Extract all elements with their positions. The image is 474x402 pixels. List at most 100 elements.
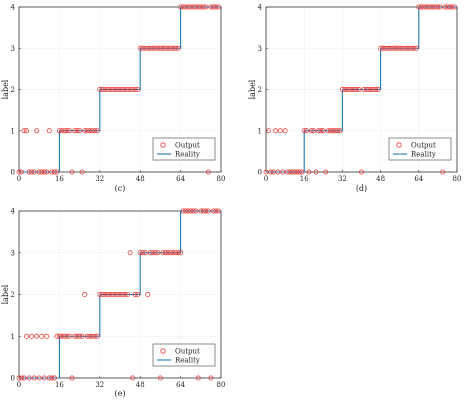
data-point-output bbox=[335, 128, 341, 134]
data-point-output bbox=[273, 128, 278, 134]
data-point-output bbox=[428, 4, 434, 10]
data-point-output bbox=[87, 333, 93, 339]
data-point-output bbox=[208, 4, 214, 10]
y-axis-label: label bbox=[1, 284, 10, 304]
data-point-output bbox=[59, 128, 65, 134]
data-point-output bbox=[354, 87, 360, 92]
data-point-output bbox=[145, 45, 151, 51]
data-point-output bbox=[349, 87, 355, 92]
data-point-output bbox=[323, 169, 329, 175]
data-point-output bbox=[380, 45, 386, 51]
data-point-output bbox=[183, 208, 189, 214]
data-point-output bbox=[74, 333, 80, 339]
data-point-output bbox=[26, 169, 32, 175]
data-point-output bbox=[145, 292, 151, 297]
data-point-output bbox=[411, 45, 417, 51]
data-point-output bbox=[130, 375, 136, 381]
legend-label-reality: Reality bbox=[175, 357, 200, 365]
data-point-output bbox=[188, 208, 194, 214]
data-point-output bbox=[185, 4, 191, 10]
data-point-output bbox=[265, 128, 271, 134]
data-point-output bbox=[440, 169, 446, 175]
legend-label-output: Output bbox=[411, 142, 436, 150]
y-tick-label: 1 bbox=[258, 127, 262, 135]
data-point-output bbox=[107, 292, 113, 297]
data-point-output bbox=[165, 250, 171, 256]
data-point-output bbox=[433, 4, 438, 10]
y-tick-label: 0 bbox=[258, 169, 262, 177]
data-point-output bbox=[280, 169, 286, 175]
data-point-output bbox=[49, 375, 55, 381]
data-point-output bbox=[61, 128, 67, 134]
data-point-output bbox=[127, 250, 133, 256]
data-point-output bbox=[51, 375, 57, 381]
x-tick-label: 16 bbox=[55, 381, 64, 389]
data-point-output bbox=[142, 250, 148, 256]
y-tick-label: 3 bbox=[11, 249, 15, 257]
data-point-output bbox=[416, 4, 422, 10]
data-point-output bbox=[130, 87, 136, 92]
chart-caption: (d) bbox=[356, 184, 367, 193]
data-point-output bbox=[180, 4, 186, 10]
data-point-output bbox=[29, 169, 35, 175]
data-point-output bbox=[67, 333, 72, 339]
data-point-output bbox=[46, 375, 52, 381]
data-point-output bbox=[125, 87, 131, 92]
data-point-output bbox=[94, 333, 100, 339]
data-point-output bbox=[397, 45, 403, 51]
legend-marker-output bbox=[396, 142, 402, 148]
x-tick-label: 0 bbox=[264, 175, 268, 183]
chart-caption: (e) bbox=[115, 389, 126, 398]
data-point-output bbox=[437, 4, 443, 10]
data-point-output bbox=[31, 375, 37, 381]
data-point-output bbox=[137, 250, 143, 256]
data-point-output bbox=[39, 169, 45, 175]
data-point-output bbox=[147, 250, 153, 256]
data-point-output bbox=[213, 208, 219, 214]
series-line-reality bbox=[19, 210, 221, 379]
data-point-output bbox=[200, 4, 206, 10]
data-point-output bbox=[46, 128, 52, 134]
data-point-output bbox=[87, 128, 93, 134]
data-point-output bbox=[168, 45, 173, 51]
data-point-output bbox=[157, 45, 163, 51]
data-point-output bbox=[39, 333, 45, 339]
data-point-output bbox=[112, 292, 118, 297]
data-point-output bbox=[29, 333, 35, 339]
data-point-output bbox=[421, 4, 427, 10]
data-point-output bbox=[385, 45, 391, 51]
data-point-output bbox=[294, 169, 300, 175]
data-point-output bbox=[390, 45, 395, 51]
data-point-output bbox=[339, 87, 345, 92]
data-point-output bbox=[102, 87, 108, 92]
data-point-output bbox=[387, 45, 393, 51]
data-point-output bbox=[162, 250, 168, 256]
data-point-output bbox=[79, 333, 85, 339]
data-point-output bbox=[155, 250, 161, 256]
data-point-output bbox=[296, 169, 302, 175]
data-point-output bbox=[318, 128, 324, 134]
data-point-output bbox=[89, 333, 95, 339]
chart-caption: (c) bbox=[115, 184, 126, 193]
data-point-output bbox=[56, 128, 62, 134]
data-point-output bbox=[74, 128, 80, 134]
data-point-output bbox=[82, 292, 88, 297]
data-point-output bbox=[142, 45, 148, 51]
data-point-output bbox=[292, 169, 298, 175]
data-point-output bbox=[413, 45, 419, 51]
x-tick-label: 80 bbox=[217, 381, 226, 389]
data-point-output bbox=[109, 292, 115, 297]
y-tick-label: 1 bbox=[11, 127, 15, 135]
data-point-output bbox=[120, 87, 125, 92]
data-point-output bbox=[178, 4, 184, 10]
y-tick-label: 3 bbox=[11, 45, 15, 53]
data-point-output bbox=[425, 4, 431, 10]
data-point-output bbox=[122, 87, 128, 92]
data-point-output bbox=[205, 169, 211, 175]
data-point-output bbox=[190, 208, 196, 214]
data-point-output bbox=[150, 45, 156, 51]
data-point-output bbox=[402, 45, 407, 51]
data-point-output bbox=[445, 4, 450, 10]
legend-label-reality: Reality bbox=[175, 151, 200, 159]
data-point-output bbox=[168, 250, 173, 256]
